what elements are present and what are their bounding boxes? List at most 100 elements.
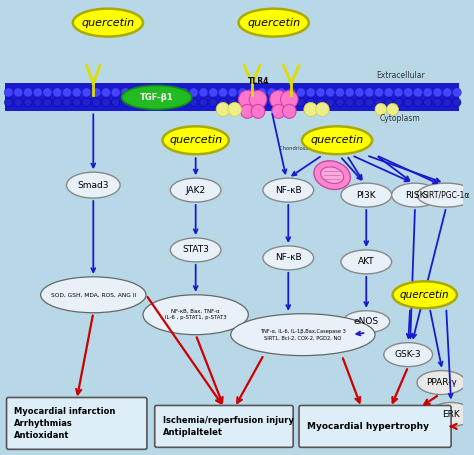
Text: Cytoplasm: Cytoplasm [380,114,421,123]
Circle shape [131,98,139,106]
Ellipse shape [163,126,229,154]
Circle shape [356,98,364,106]
Text: quercetin: quercetin [400,290,449,300]
Circle shape [365,88,374,97]
Ellipse shape [417,183,474,207]
Circle shape [112,98,120,106]
Circle shape [355,88,364,97]
Circle shape [34,98,42,106]
Circle shape [304,102,318,116]
Circle shape [238,98,246,106]
Text: AKT: AKT [358,258,374,266]
Circle shape [336,98,344,106]
FancyBboxPatch shape [7,398,147,450]
Circle shape [268,98,276,106]
Circle shape [387,103,399,116]
Circle shape [375,98,383,106]
Circle shape [4,88,13,97]
Circle shape [121,88,130,97]
Text: RISK: RISK [405,191,425,200]
Ellipse shape [417,370,466,394]
Ellipse shape [122,86,192,109]
Circle shape [190,98,198,106]
Circle shape [209,88,218,97]
Circle shape [375,103,387,116]
Circle shape [141,98,149,106]
Circle shape [228,88,237,97]
Circle shape [33,88,42,97]
Circle shape [219,98,227,106]
Circle shape [160,98,169,106]
FancyBboxPatch shape [299,405,451,447]
Circle shape [24,88,32,97]
Text: Extracellular: Extracellular [376,71,425,80]
Circle shape [44,98,52,106]
Circle shape [424,98,432,106]
Circle shape [151,98,159,106]
Text: GSK-3: GSK-3 [395,350,421,359]
Circle shape [200,98,208,106]
Text: quercetin: quercetin [82,18,135,28]
Text: Smad3: Smad3 [78,181,109,190]
Circle shape [102,98,110,106]
Circle shape [453,98,461,106]
Circle shape [307,98,315,106]
Text: SIRT/PGC-1α: SIRT/PGC-1α [422,191,470,200]
Text: ERK: ERK [442,410,460,419]
Circle shape [297,88,305,97]
Circle shape [287,88,296,97]
FancyBboxPatch shape [5,83,459,111]
Circle shape [170,98,178,106]
Circle shape [199,88,208,97]
Circle shape [433,88,442,97]
Circle shape [73,88,81,97]
Circle shape [287,98,295,106]
Circle shape [24,98,32,106]
Circle shape [111,88,120,97]
Circle shape [53,98,61,106]
Text: quercetin: quercetin [310,135,364,145]
FancyBboxPatch shape [155,405,293,447]
Circle shape [306,88,315,97]
Circle shape [170,88,179,97]
Ellipse shape [302,126,372,154]
Text: SOD, GSH, MDA, ROS, ANG II: SOD, GSH, MDA, ROS, ANG II [51,292,136,297]
Ellipse shape [314,161,350,189]
Circle shape [14,98,22,106]
Circle shape [189,88,198,97]
Circle shape [131,88,140,97]
Circle shape [316,88,325,97]
Circle shape [248,88,256,97]
Ellipse shape [238,9,309,36]
Circle shape [316,102,329,116]
Circle shape [277,98,285,106]
Circle shape [258,98,266,106]
Circle shape [433,98,442,106]
Circle shape [443,88,452,97]
Circle shape [394,98,402,106]
Ellipse shape [73,9,143,36]
Text: TGF-β1: TGF-β1 [140,93,173,102]
Circle shape [346,98,354,106]
Circle shape [249,91,267,108]
Circle shape [346,88,354,97]
Circle shape [14,88,23,97]
Circle shape [297,98,305,106]
Text: quercetin: quercetin [247,18,300,28]
Circle shape [150,88,159,97]
Circle shape [384,98,393,106]
Circle shape [63,88,72,97]
Circle shape [92,98,100,106]
Ellipse shape [384,343,433,367]
Text: Myocardial hypertrophy: Myocardial hypertrophy [307,422,429,431]
Circle shape [73,98,81,106]
Text: eNOS: eNOS [354,317,379,326]
Circle shape [404,88,412,97]
Circle shape [251,104,265,118]
Circle shape [384,88,393,97]
Ellipse shape [170,238,221,262]
Circle shape [316,98,325,106]
Circle shape [326,98,334,106]
Circle shape [374,88,383,97]
Circle shape [270,91,287,108]
